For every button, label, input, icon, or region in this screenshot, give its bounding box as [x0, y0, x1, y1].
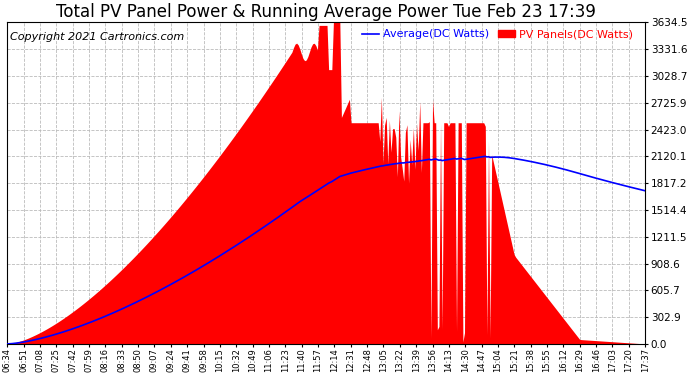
Title: Total PV Panel Power & Running Average Power Tue Feb 23 17:39: Total PV Panel Power & Running Average P… — [57, 3, 596, 21]
Text: Copyright 2021 Cartronics.com: Copyright 2021 Cartronics.com — [10, 32, 185, 42]
Legend: Average(DC Watts), PV Panels(DC Watts): Average(DC Watts), PV Panels(DC Watts) — [362, 30, 633, 39]
